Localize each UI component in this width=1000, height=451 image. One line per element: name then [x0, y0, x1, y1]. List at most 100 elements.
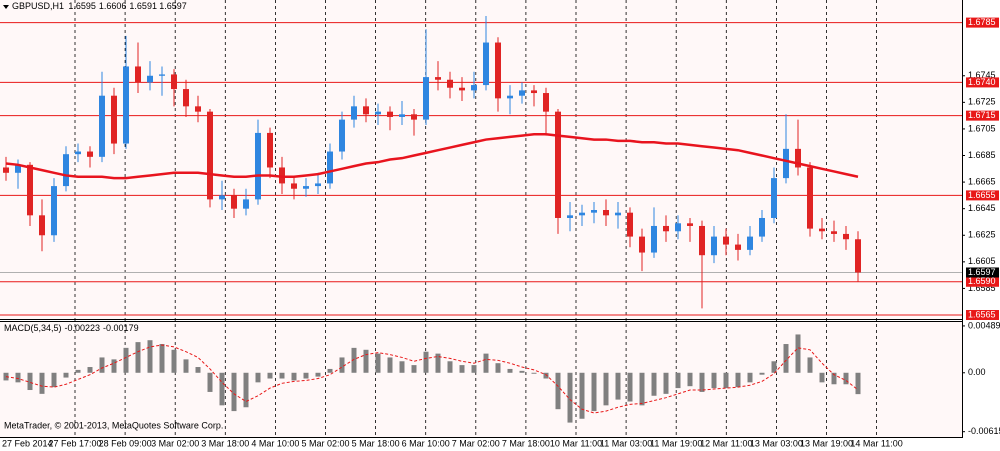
candle-body [303, 186, 309, 189]
candle-body [243, 199, 249, 209]
macd-bar [507, 368, 513, 373]
candle-body [723, 236, 729, 245]
macd-bar [495, 363, 501, 373]
macd-bar [807, 357, 813, 373]
macd-bar [123, 347, 129, 373]
macd-bar [735, 372, 741, 388]
level-label: 1.6655 [968, 190, 996, 200]
main-panel [0, 0, 962, 319]
x-tick-label: 28 Feb 09:00 [99, 438, 152, 448]
macd-bar [855, 372, 861, 395]
macd-bar [99, 357, 105, 373]
level-label: 1.6715 [968, 110, 996, 120]
macd-bar [87, 367, 93, 373]
x-tick-label: 13 Mar 03:00 [750, 438, 803, 448]
y-tick-label: 1.6725 [968, 97, 996, 107]
chart-title: GBPUSD,H1 1.6595 1.6606 1.6591 1.6597 [12, 1, 187, 11]
macd-bar [795, 334, 801, 373]
macd-bar [627, 372, 633, 402]
y-tick-label: 1.6625 [968, 230, 996, 240]
y-tick-label: 1.6745 [968, 70, 996, 80]
macd-bar [171, 349, 177, 373]
candle-body [423, 77, 429, 120]
candle-body [771, 178, 777, 218]
macd-bar [591, 372, 597, 412]
candle-body [207, 111, 213, 200]
level-label: 1.6565 [968, 309, 996, 319]
candle-body [219, 195, 225, 200]
candle-body [39, 215, 45, 236]
x-tick-label: 5 Mar 18:00 [352, 438, 400, 448]
candle-body [147, 75, 153, 83]
macd-bar [531, 372, 537, 374]
candle-body [699, 225, 705, 256]
candle-body [831, 231, 837, 234]
level-label-box [966, 110, 999, 121]
macd-bar [579, 372, 585, 419]
candle-body [711, 236, 717, 256]
candle-body [399, 114, 405, 117]
level-label-box [966, 310, 999, 321]
candle-body [411, 114, 417, 120]
x-tick-label: 11 Mar 03:00 [600, 438, 652, 448]
macd-bar [75, 369, 81, 373]
level-label-box [966, 276, 999, 287]
level-label: 1.6740 [968, 77, 996, 87]
macd-bar [363, 349, 369, 373]
macd-bar [387, 357, 393, 373]
candle-body [363, 106, 369, 115]
x-tick-label: 27 Feb 17:00 [48, 438, 101, 448]
candle-body [15, 164, 21, 173]
macd-bar [723, 372, 729, 389]
candle-body [315, 183, 321, 187]
x-tick-label: 10 Mar 11:00 [550, 438, 602, 448]
candle-body [567, 215, 573, 218]
candle-body [735, 244, 741, 250]
x-tick-label: 11 Mar 19:00 [650, 438, 702, 448]
y-tick-label: 0.00489 [968, 320, 1000, 330]
level-label: 1.6590 [968, 276, 996, 286]
candle-body [615, 212, 621, 216]
macd-bar [255, 372, 261, 383]
level-label: 1.6785 [968, 17, 996, 27]
x-tick-label: 13 Mar 19:00 [800, 438, 853, 448]
candle-body [123, 66, 129, 144]
plot-layer [0, 0, 962, 437]
candle-body [291, 183, 297, 189]
y-tick-label: 1.6685 [968, 150, 996, 160]
candle-body [843, 233, 849, 240]
x-tick-label: 7 Mar 02:00 [452, 438, 500, 448]
candle-body [135, 66, 141, 83]
candle-body [663, 225, 669, 232]
level-label-box [966, 77, 999, 88]
candle-body [99, 95, 105, 157]
macd-bar [483, 353, 489, 373]
y-tick-label: 0.00 [968, 367, 986, 377]
candle-body [783, 148, 789, 179]
macd-bar [615, 372, 621, 400]
candle-body [687, 223, 693, 226]
candle-body [339, 119, 345, 152]
menu-triangle[interactable] [3, 5, 9, 9]
macd-bar [63, 372, 69, 378]
candle-body [171, 74, 177, 90]
macd-bar [447, 361, 453, 373]
macd-bar [51, 372, 57, 388]
candle-body [483, 42, 489, 86]
level-label-box [966, 17, 999, 28]
y-tick-label: 1.6665 [968, 176, 996, 186]
candle-body [807, 167, 813, 229]
x-tick-label: 4 Mar 10:00 [251, 438, 299, 448]
candle-body [543, 93, 549, 112]
candle-body [639, 236, 645, 253]
candle-body [51, 186, 57, 236]
macd-bar [231, 372, 237, 412]
y-tick-label: -0.00615 [968, 426, 1000, 436]
macd-bar [279, 372, 285, 379]
candle-body [351, 106, 357, 120]
macd-bar [663, 372, 669, 394]
macd-bar [543, 372, 549, 379]
candle-body [159, 74, 165, 76]
candle-body [627, 212, 633, 237]
macd-bar [711, 372, 717, 389]
